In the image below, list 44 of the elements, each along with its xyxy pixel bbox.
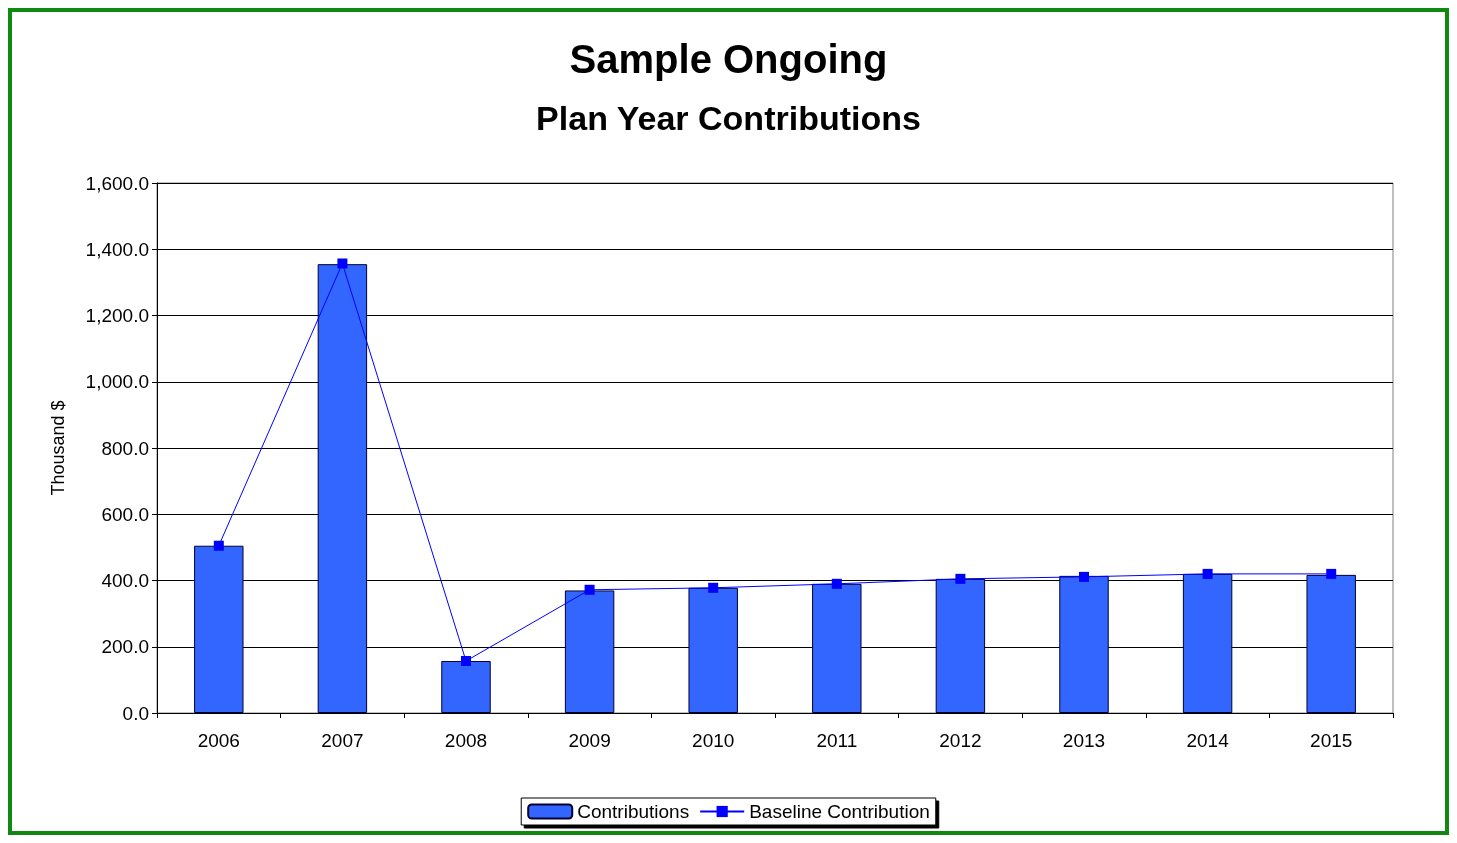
x-tick-label: 2006 [197,730,240,751]
legend-label: Contributions [577,801,690,822]
bar [935,578,986,713]
y-tick-label: 200.0 [101,636,149,658]
chart-subtitle: Plan Year Contributions [536,99,921,137]
x-tick-label: 2015 [1310,730,1353,751]
point [1202,568,1213,579]
y-tick-label: 0.0 [122,702,149,724]
point [708,582,719,593]
bar [441,660,491,713]
x-tick-label: 2010 [692,730,735,751]
y-tick-label: 1,200.0 [85,305,149,326]
y-tick-label: 400.0 [101,570,149,591]
bar [1182,573,1233,713]
y-tick-label: 1,600.0 [85,172,149,194]
bar [812,583,862,713]
bar [194,545,244,713]
bar [688,587,738,713]
x-tick-label: 2013 [1062,730,1106,751]
y-tick-label: 600.0 [101,503,149,525]
bar [564,590,615,713]
x-tick-label: 2008 [444,730,488,751]
legend-label: Baseline Contribution [749,801,930,822]
x-tick-label: 2011 [816,730,858,751]
x-tick-label: 2014 [1186,730,1230,751]
point [584,584,595,595]
point [1079,571,1089,582]
bar [317,264,368,713]
x-tick-label: 2009 [568,730,611,751]
x-tick-label: 2012 [939,730,982,751]
chart-title: Sample Ongoing [569,37,888,81]
point [213,540,224,551]
y-tick-label: 800.0 [101,437,149,459]
point [337,258,348,269]
bar [1059,575,1109,713]
point [831,578,842,589]
point [1326,568,1337,579]
y-tick-label: 1,400.0 [85,238,149,260]
bar [1306,574,1356,713]
point [461,655,471,666]
y-tick-label: 1,000.0 [85,371,149,393]
point [955,573,966,584]
y-axis-title: Thousand $ [48,400,68,496]
x-tick-label: 2007 [321,730,364,751]
